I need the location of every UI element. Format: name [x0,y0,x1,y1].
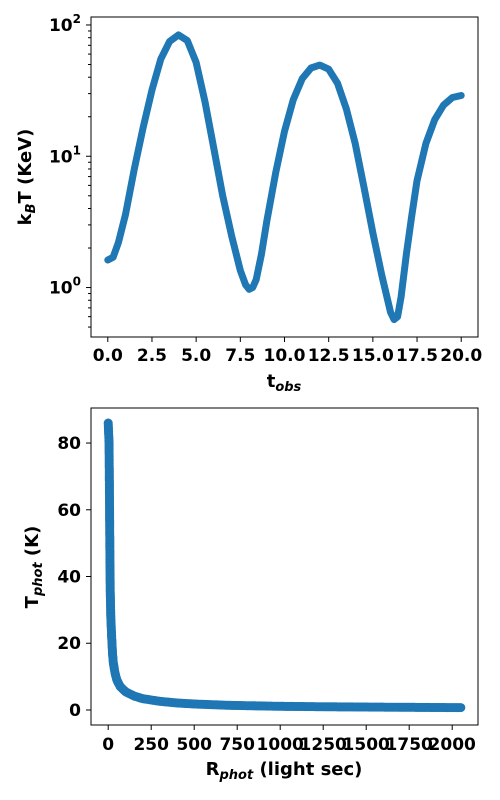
top-series-layer [104,31,465,324]
top-x-tick-label: 5.0 [181,346,211,366]
top-x-tick-label: 15.0 [352,346,394,366]
top-x-tick-label: 17.5 [396,346,438,366]
top-x-tick-label: 20.0 [440,346,482,366]
top-x-tick-label: 10.0 [264,346,306,366]
top-x-axis-label: tobs [267,371,302,395]
bottom-plot-frame [90,407,479,726]
top-x-tick-label: 7.5 [225,346,255,366]
top-x-ticks: 0.0 2.5 5.0 7.5 10.0 12.5 15.0 17.5 20.0 [93,337,482,366]
top-y-axis-label: kBT (KeV) [15,129,39,226]
bottom-y-tick-label: 40 [57,568,81,588]
top-y-tick-label: 100 [49,275,81,299]
top-x-tick-label: 0.0 [93,346,123,366]
bottom-y-tick-label: 20 [57,634,81,654]
top-y-tick-label: 102 [49,12,81,36]
top-series-line [104,31,465,324]
top-panel: 0.0 2.5 5.0 7.5 10.0 12.5 15.0 17.5 20.0 1001011… [15,12,482,395]
top-y-tick-label: 101 [49,143,81,167]
bottom-x-axis-label: Rphot (light sec) [206,759,363,783]
bottom-y-tick-label: 80 [57,434,81,454]
top-x-tick-label: 12.5 [308,346,350,366]
bottom-x-tick-label: 1750 [386,735,433,755]
bottom-x-tick-label: 2000 [429,735,476,755]
bottom-y-ticks: 0 20 40 60 80 [57,434,91,721]
bottom-x-tick-label: 1000 [257,735,304,755]
bottom-x-tick-label: 1250 [300,735,347,755]
bottom-series-layer [103,418,466,713]
bottom-x-tick-label: 0 [102,735,114,755]
bottom-x-tick-label: 250 [133,735,169,755]
bottom-y-axis-label: Tphot (K) [22,526,46,609]
top-x-tick-label: 2.5 [137,346,167,366]
bottom-scatter-point [456,703,466,713]
bottom-x-tick-label: 500 [176,735,212,755]
top-y-ticks: 100 101 102 [49,12,91,328]
bottom-x-tick-label: 750 [219,735,255,755]
bottom-x-tick-label: 1500 [343,735,390,755]
bottom-y-tick-label: 60 [57,501,81,521]
bottom-y-tick-label: 0 [69,701,81,721]
